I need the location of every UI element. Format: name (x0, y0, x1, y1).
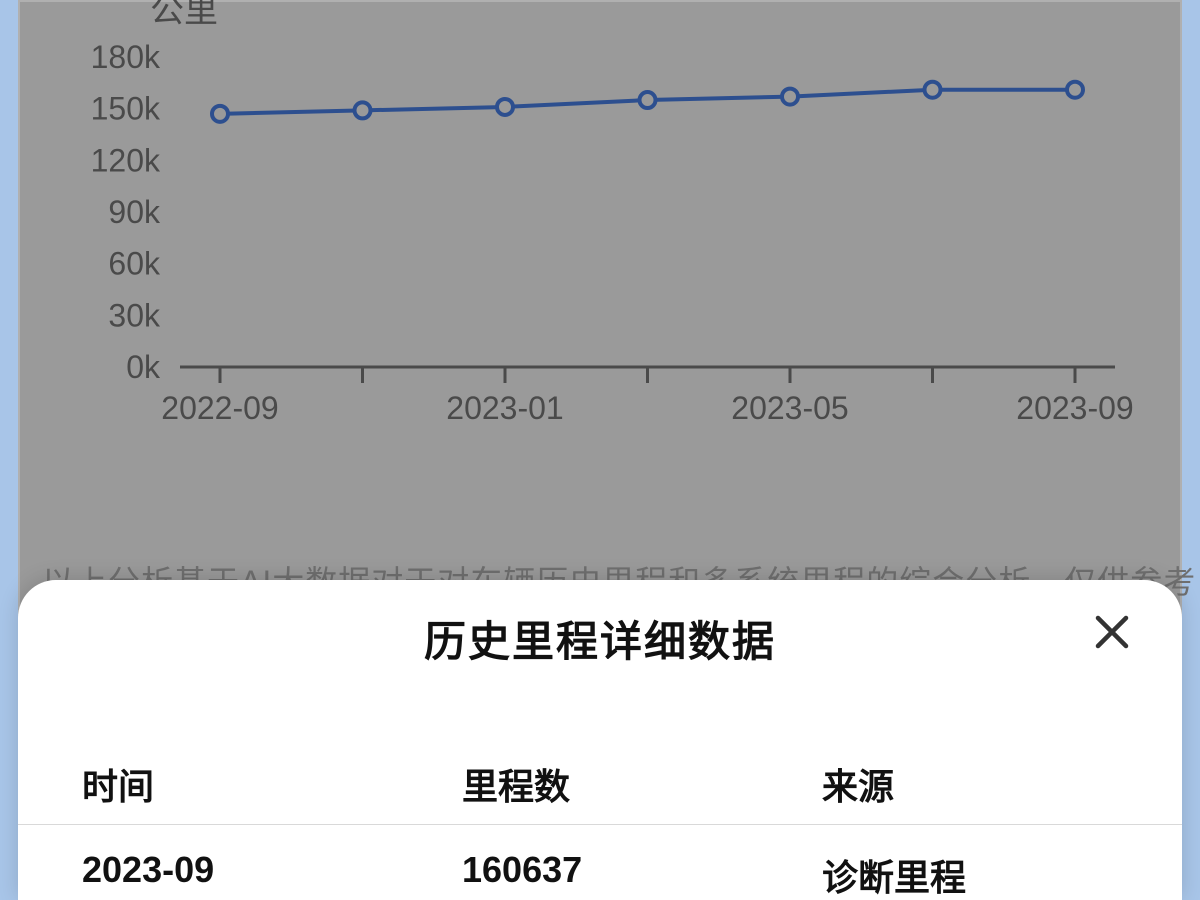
cell-source: 诊断里程 (822, 849, 1118, 900)
col-header-km: 里程数 (462, 758, 822, 810)
svg-text:150k: 150k (91, 91, 161, 127)
svg-text:公里: 公里 (150, 0, 218, 30)
svg-text:60k: 60k (108, 246, 161, 282)
svg-text:2023-09: 2023-09 (1016, 390, 1133, 426)
svg-text:2023-05: 2023-05 (731, 390, 848, 426)
table-row: 2023-09 160637 诊断里程 (18, 825, 1182, 900)
svg-text:2023-01: 2023-01 (446, 390, 563, 426)
table-header-row: 时间 里程数 来源 (18, 758, 1182, 825)
close-button[interactable] (1088, 610, 1136, 658)
col-header-time: 时间 (82, 758, 462, 810)
mileage-chart-panel: 公里 0k 30k 60k 90k 120k 150k 180k 2022-09 2023-01 2… (18, 0, 1182, 620)
col-header-source: 来源 (822, 758, 1118, 810)
sheet-title: 历史里程详细数据 (424, 608, 776, 669)
cell-km: 160637 (462, 849, 822, 900)
svg-text:2022-09: 2022-09 (161, 390, 278, 426)
svg-text:90k: 90k (108, 194, 161, 230)
mileage-line-chart: 公里 0k 30k 60k 90k 120k 150k 180k 2022-09 2023-01 2… (40, 0, 1160, 432)
cell-time: 2023-09 (82, 849, 462, 900)
sheet-header: 历史里程详细数据 (18, 608, 1182, 668)
svg-text:30k: 30k (108, 297, 161, 333)
close-icon (1092, 612, 1132, 657)
svg-text:120k: 120k (91, 142, 161, 178)
svg-text:0k: 0k (126, 349, 161, 385)
svg-text:180k: 180k (91, 39, 161, 75)
detail-bottom-sheet: 历史里程详细数据 时间 里程数 来源 2023-09 160637 诊断里程 (18, 580, 1182, 900)
